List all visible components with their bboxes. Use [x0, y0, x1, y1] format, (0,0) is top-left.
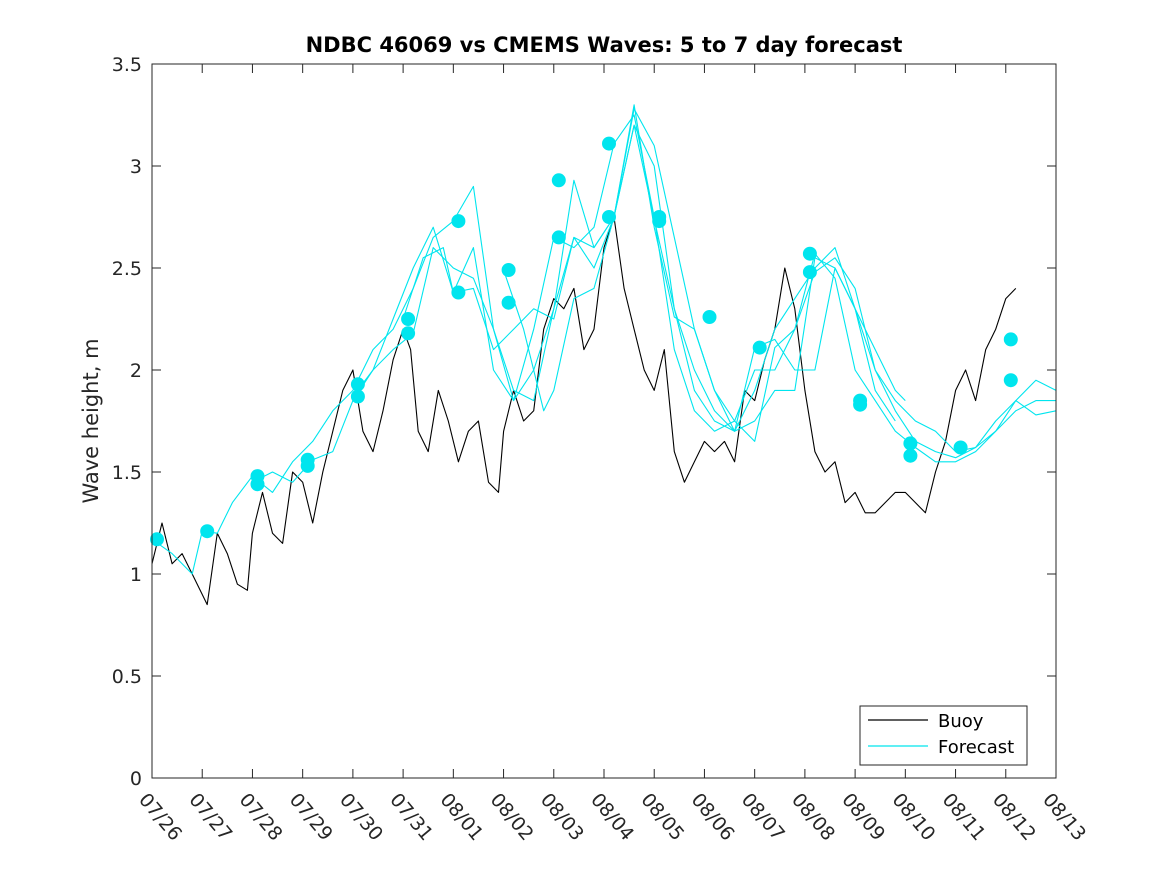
y-tick-label: 1: [130, 564, 142, 586]
forecast-marker: [150, 532, 164, 547]
y-tick-label: 0: [130, 768, 142, 790]
x-tick-label: 08/13: [1038, 789, 1090, 845]
forecast-marker: [451, 285, 466, 300]
forecast-marker: [250, 477, 265, 492]
forecast-marker: [401, 326, 416, 341]
forecast-marker: [501, 263, 516, 277]
x-tick-label: 08/05: [636, 789, 688, 845]
forecast-marker: [853, 397, 868, 412]
x-tick-label: 08/08: [787, 789, 839, 845]
legend: Buoy Forecast: [859, 705, 1028, 766]
x-tick-label: 08/12: [988, 789, 1040, 845]
forecast-marker: [1003, 332, 1018, 347]
forecast-marker: [602, 210, 616, 224]
forecast-marker: [1003, 373, 1018, 388]
forecast-marker: [551, 230, 566, 245]
x-tick-label: 07/26: [134, 789, 186, 845]
x-tick-label: 07/29: [285, 789, 337, 845]
legend-label-forecast: Forecast: [938, 737, 1014, 758]
forecast-marker: [300, 458, 315, 473]
x-tick-label: 07/31: [385, 789, 437, 845]
chart-title: NDBC 46069 vs CMEMS Waves: 5 to 7 day fo…: [306, 33, 903, 57]
x-tick-label: 08/06: [687, 789, 739, 845]
forecast-marker: [903, 436, 918, 451]
x-tick-label: 08/02: [486, 789, 538, 845]
x-tick-label: 08/11: [938, 789, 990, 845]
forecast-marker: [953, 440, 968, 455]
y-tick-label: 3: [130, 156, 142, 178]
plot-area: [152, 64, 1056, 778]
forecast-marker: [802, 265, 817, 280]
legend-box: [859, 705, 1028, 766]
x-tick-label: 07/28: [235, 789, 287, 845]
x-tick-label: 08/04: [586, 789, 638, 845]
forecast-marker: [350, 389, 365, 404]
marker-layer: [150, 136, 1018, 547]
y-tick-label: 1.5: [112, 462, 142, 484]
forecast-marker: [451, 214, 466, 229]
forecast-marker: [401, 312, 416, 326]
x-tick-label: 07/30: [335, 789, 387, 845]
y-tick-label: 3.5: [112, 54, 142, 76]
x-tick-label: 08/01: [436, 789, 488, 845]
forecast-marker: [752, 340, 767, 355]
forecast-marker: [802, 246, 817, 261]
forecast-series-line-5: [503, 104, 896, 432]
x-tick-label: 08/10: [888, 789, 940, 845]
forecast-marker: [551, 173, 566, 188]
x-tick-label: 08/03: [536, 789, 588, 845]
forecast-marker: [350, 377, 365, 392]
buoy-series-line: [151, 216, 1017, 606]
forecast-marker: [200, 524, 215, 539]
legend-label-buoy: Buoy: [938, 711, 984, 732]
x-tick-label: 07/27: [184, 789, 236, 845]
y-tick-label: 0.5: [112, 666, 142, 688]
forecast-marker: [602, 136, 616, 151]
forecast-marker: [702, 310, 717, 324]
y-axis-label: Wave height, m: [79, 338, 103, 503]
forecast-marker: [903, 448, 918, 463]
x-tick-label: 08/07: [737, 789, 789, 845]
forecast-marker: [501, 295, 516, 310]
y-tick-label: 2.5: [112, 258, 142, 280]
forecast-marker: [652, 214, 667, 229]
y-tick-label: 2: [130, 360, 142, 382]
x-tick-label: 08/09: [837, 789, 889, 845]
